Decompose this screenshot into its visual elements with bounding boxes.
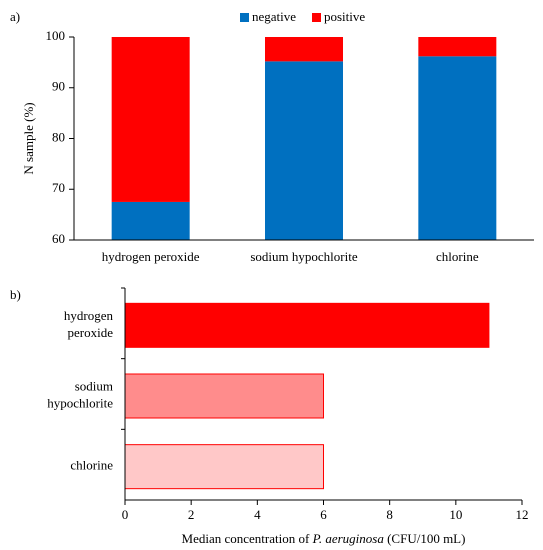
y-tick-label: chlorine [70, 458, 113, 473]
y-tick-label: 70 [52, 180, 65, 195]
x-tick-label: 4 [254, 507, 261, 522]
bar-segment [111, 37, 190, 202]
x-axis-label-part: (CFU/100 mL) [384, 531, 466, 546]
x-axis-label: Median concentration of P. aeruginosa (C… [182, 531, 466, 546]
bar-segment [418, 56, 497, 240]
y-axis-label: N sample (%) [21, 102, 36, 174]
plot [111, 37, 497, 240]
y-tick-label: sodium [75, 378, 113, 393]
bar [124, 373, 324, 419]
legend-swatch [312, 13, 321, 22]
bar [124, 444, 324, 490]
y-tick-label: 80 [52, 129, 65, 144]
bar-segment [265, 61, 343, 240]
x-tick-label: 6 [320, 507, 327, 522]
x-tick-label: chlorine [436, 249, 479, 264]
bar [124, 302, 490, 348]
bar-segment [111, 201, 190, 240]
panel-label: b) [10, 287, 21, 302]
x-tick-label: sodium hypochlorite [250, 249, 357, 264]
y-tick-label: 100 [46, 28, 66, 43]
x-axis-label-part: P. aeruginosa [312, 531, 385, 546]
y-tick-label: 60 [52, 231, 65, 246]
legend-swatch [240, 13, 249, 22]
y-tick-label: hydrogen [64, 308, 114, 323]
y-tick-label: 90 [52, 79, 65, 94]
y-tick-label: peroxide [68, 325, 114, 340]
bar-segment [418, 37, 497, 57]
x-axis-label-part: Median concentration of [182, 531, 313, 546]
x-tick-label: 12 [516, 507, 529, 522]
y-tick-label: hypochlorite [47, 395, 113, 410]
legend-label: positive [324, 9, 365, 24]
x-tick-label: 0 [122, 507, 129, 522]
bar-segment [265, 37, 343, 62]
legend-label: negative [252, 9, 296, 24]
x-tick-label: 2 [188, 507, 195, 522]
panel-label: a) [10, 9, 20, 24]
x-tick-label: 8 [386, 507, 393, 522]
x-tick-label: hydrogen peroxide [102, 249, 200, 264]
x-tick-label: 10 [449, 507, 462, 522]
